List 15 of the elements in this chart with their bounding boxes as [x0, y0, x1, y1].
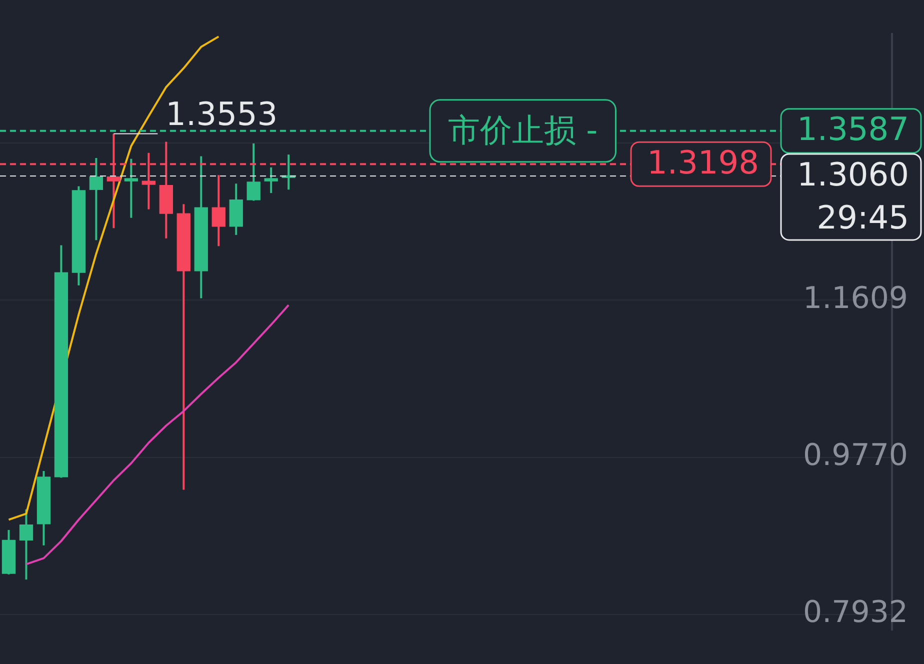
- ref-line-label: 1.3587: [797, 110, 909, 148]
- ref-line-label: 1.3198: [647, 143, 759, 182]
- ref-line-label: 1.3060: [797, 155, 909, 194]
- candlestick: [212, 174, 226, 248]
- candlestick: [89, 156, 104, 242]
- y-tick-label: 0.7932: [803, 595, 908, 630]
- annotation: 29:45: [816, 198, 909, 236]
- candlestick: [264, 166, 278, 194]
- candlestick: [124, 158, 138, 219]
- y-tick-label: 1.1609: [803, 280, 908, 316]
- annotation: 1.3553: [166, 95, 278, 134]
- annotation: 市价止损 -: [448, 111, 598, 150]
- candlestick: [246, 142, 260, 202]
- y-tick-label: 0.9770: [803, 438, 908, 474]
- candlestick: [19, 508, 34, 581]
